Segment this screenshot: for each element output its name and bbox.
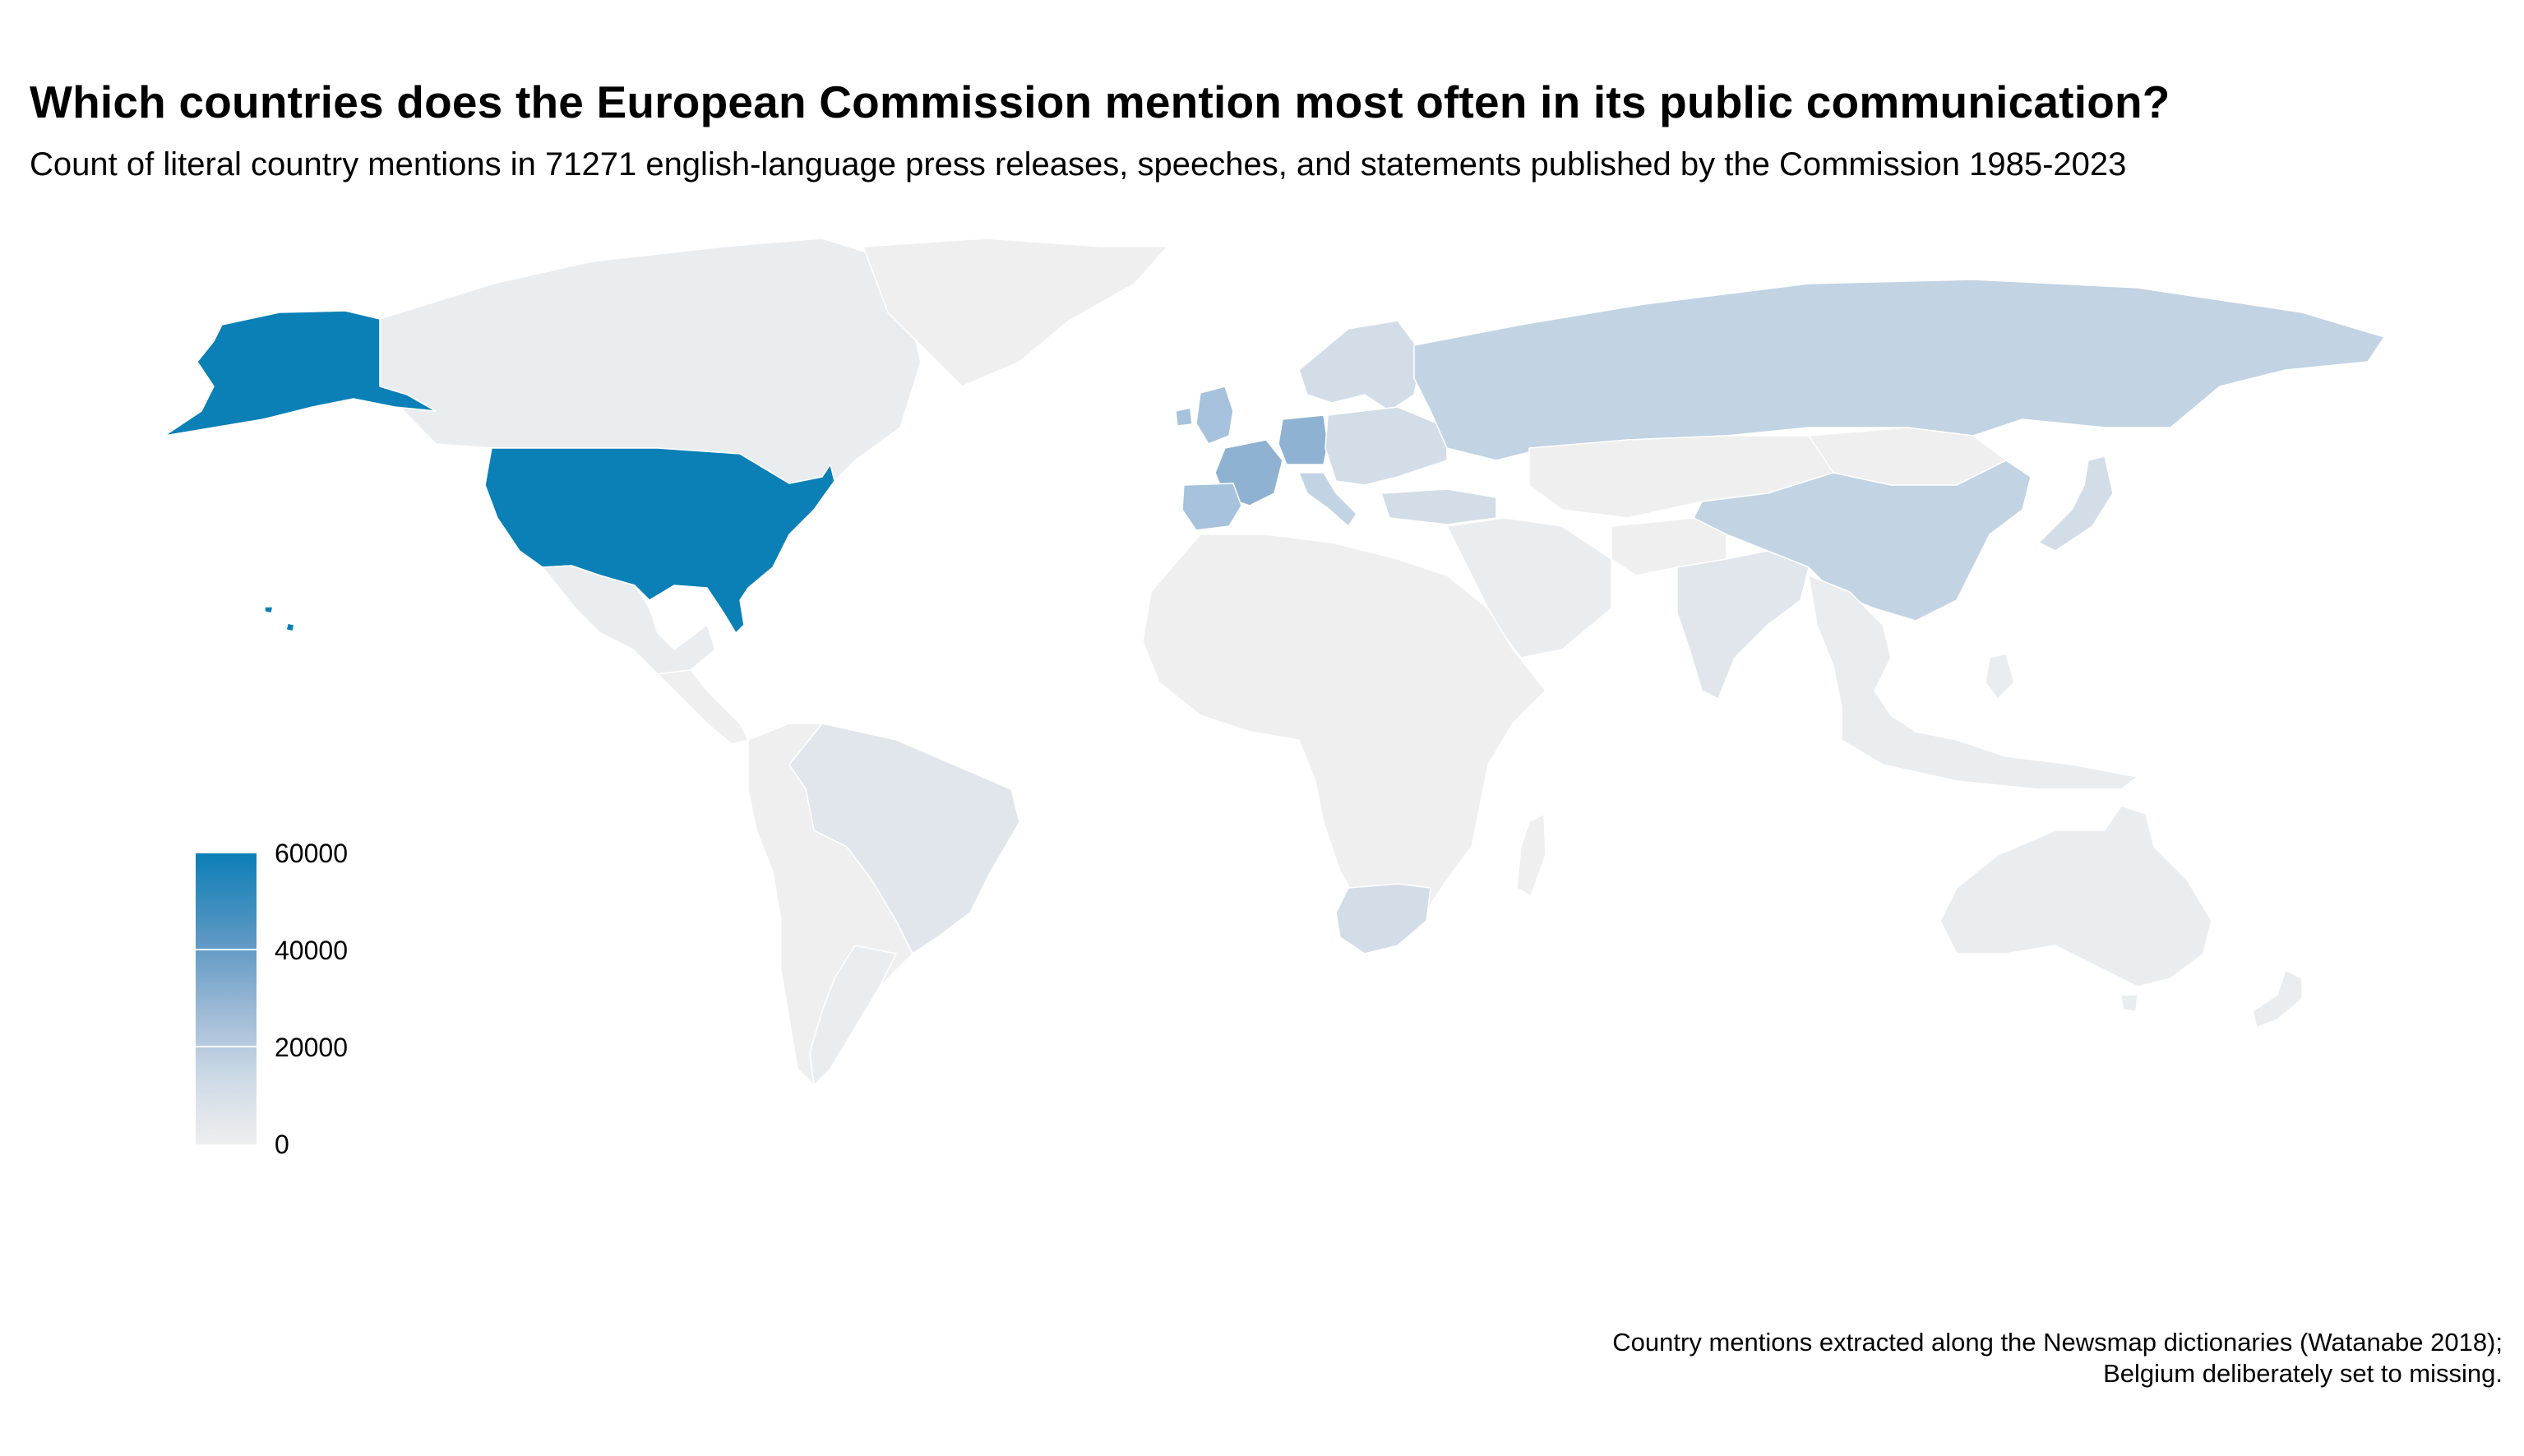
legend-tick-line [196,949,257,950]
color-legend: 60000 40000 20000 0 [196,840,442,1181]
region-russia [1413,279,2385,461]
page-title: Which countries does the European Commis… [30,76,2170,127]
region-greenland [862,238,1168,387]
page-subtitle: Count of literal country mentions in 712… [30,146,2127,183]
region-canada [379,238,922,494]
region-alaska [164,310,437,437]
source-caption: Country mentions extracted along the New… [1612,1327,2503,1389]
region-central-america [657,669,749,745]
region-australia [1939,805,2212,987]
region-india [1676,550,1810,700]
region-eastern-europe [1324,406,1448,486]
legend-tick-label: 0 [275,1130,289,1159]
caption-line-1: Country mentions extracted along the New… [1612,1328,2503,1357]
region-philippines [1985,653,2015,700]
region-italy [1298,472,1357,527]
legend-tick-label: 40000 [275,936,348,965]
region-japan [2038,455,2114,552]
region-germany [1278,414,1329,465]
region-mexico [542,565,716,675]
legend-tick-line [196,1046,257,1047]
legend-tick-label: 60000 [275,839,348,868]
caption-line-2: Belgium deliberately set to missing. [2103,1359,2503,1388]
region-spain [1181,483,1242,531]
region-new-zealand [2252,969,2303,1028]
region-turkey [1380,488,1497,525]
legend-tick-label: 20000 [275,1033,348,1062]
region-uk [1175,386,1234,445]
region-tasmania [2120,994,2138,1012]
region-middle-east [1446,517,1612,659]
legend-tick-line [196,852,257,853]
region-argentina [809,945,897,1086]
region-madagascar [1516,813,1546,897]
region-hawaii [264,606,295,632]
region-south-africa [1335,883,1431,954]
region-africa [1142,534,1546,913]
region-southeast-asia [1808,575,2138,790]
legend-gradient-bar [196,852,257,1144]
region-scandinavia [1298,320,1423,412]
